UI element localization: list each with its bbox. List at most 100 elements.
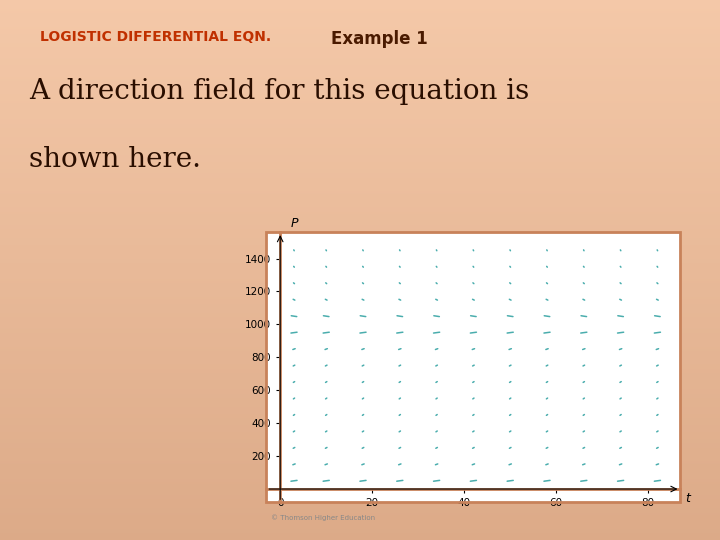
Bar xyxy=(0,128,720,130)
Bar xyxy=(0,85,720,86)
Bar xyxy=(0,524,720,525)
Bar xyxy=(0,504,720,506)
Bar xyxy=(0,106,720,108)
Bar xyxy=(0,444,720,447)
Bar xyxy=(0,295,720,297)
Bar xyxy=(0,475,720,477)
Bar xyxy=(0,252,720,254)
Bar xyxy=(0,511,720,513)
Bar xyxy=(0,160,720,162)
Bar xyxy=(0,223,720,225)
Text: P: P xyxy=(290,217,298,230)
Bar xyxy=(0,61,720,63)
Text: shown here.: shown here. xyxy=(29,146,201,173)
Bar xyxy=(0,167,720,169)
Bar xyxy=(0,461,720,463)
Bar xyxy=(0,153,720,155)
Bar xyxy=(0,228,720,231)
Bar xyxy=(0,97,720,99)
Bar xyxy=(0,234,720,236)
Bar xyxy=(0,393,720,394)
Bar xyxy=(0,346,720,347)
Bar xyxy=(0,396,720,398)
Bar xyxy=(0,173,720,174)
Bar xyxy=(0,204,720,205)
Bar xyxy=(0,470,720,471)
Bar xyxy=(0,113,720,115)
Bar xyxy=(0,96,720,97)
Bar xyxy=(0,268,720,270)
Bar xyxy=(0,248,720,250)
Bar xyxy=(0,477,720,479)
Bar xyxy=(0,423,720,425)
Bar xyxy=(0,277,720,279)
Bar xyxy=(0,155,720,157)
Bar xyxy=(0,81,720,83)
Bar xyxy=(0,52,720,54)
Bar xyxy=(0,443,720,444)
Bar xyxy=(0,239,720,241)
Bar xyxy=(0,488,720,490)
Bar xyxy=(0,347,720,349)
Bar xyxy=(0,344,720,346)
Bar xyxy=(0,309,720,312)
Bar xyxy=(0,241,720,243)
Bar xyxy=(0,369,720,371)
Bar xyxy=(0,266,720,268)
Bar xyxy=(0,389,720,390)
Bar xyxy=(0,211,720,212)
Bar xyxy=(0,481,720,482)
Bar xyxy=(0,398,720,400)
Bar xyxy=(0,115,720,117)
Bar xyxy=(0,207,720,209)
Bar xyxy=(0,281,720,282)
Bar xyxy=(0,509,720,511)
Bar xyxy=(0,455,720,457)
Bar xyxy=(0,104,720,106)
Text: Example 1: Example 1 xyxy=(331,30,428,48)
Bar xyxy=(0,459,720,461)
Bar xyxy=(0,74,720,76)
Bar xyxy=(0,394,720,396)
Bar xyxy=(0,50,720,52)
Bar xyxy=(0,382,720,383)
Text: A direction field for this equation is: A direction field for this equation is xyxy=(29,78,529,105)
Bar xyxy=(0,448,720,450)
Bar xyxy=(0,270,720,272)
Bar xyxy=(0,535,720,536)
Bar xyxy=(0,450,720,452)
Bar xyxy=(0,180,720,182)
Bar xyxy=(0,90,720,92)
Bar xyxy=(0,452,720,454)
Bar xyxy=(0,353,720,355)
Bar xyxy=(0,308,720,309)
Bar xyxy=(0,164,720,166)
Bar xyxy=(0,531,720,533)
Bar xyxy=(0,212,720,214)
Bar xyxy=(0,302,720,304)
Bar xyxy=(0,336,720,339)
Bar xyxy=(0,407,720,409)
Bar xyxy=(0,468,720,470)
Bar xyxy=(0,216,720,218)
Bar xyxy=(0,178,720,180)
Bar xyxy=(0,501,720,502)
Bar xyxy=(0,131,720,133)
Bar xyxy=(0,371,720,373)
Bar xyxy=(0,38,720,39)
Bar xyxy=(0,363,720,366)
Bar xyxy=(0,254,720,255)
Bar xyxy=(0,410,720,412)
Bar xyxy=(0,401,720,403)
Bar xyxy=(0,247,720,248)
Bar xyxy=(0,12,720,15)
Bar xyxy=(0,7,720,9)
Bar xyxy=(0,15,720,16)
Bar xyxy=(0,201,720,204)
Bar xyxy=(0,69,720,70)
Bar xyxy=(0,43,720,45)
Bar xyxy=(0,518,720,520)
Bar xyxy=(0,493,720,495)
Bar xyxy=(0,70,720,72)
Bar xyxy=(0,265,720,266)
